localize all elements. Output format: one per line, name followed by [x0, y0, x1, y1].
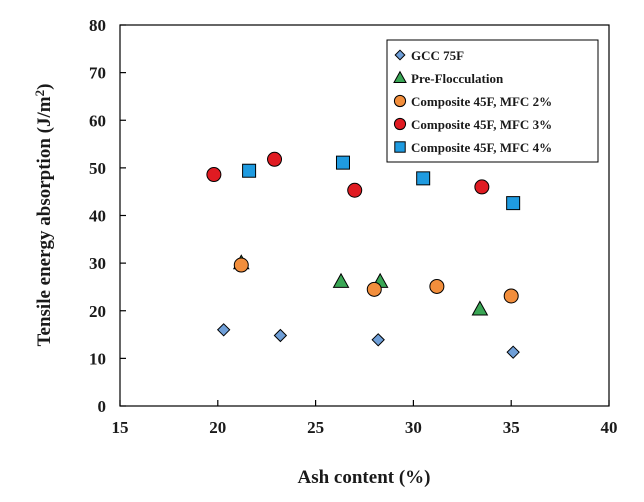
point-gcc-75f	[506, 345, 520, 359]
y-tick-label: 20	[89, 302, 106, 321]
legend-marker	[394, 49, 406, 61]
x-tick-label: 35	[503, 418, 520, 437]
point-composite-45f-mfc-3	[267, 151, 283, 167]
legend: GCC 75F Pre-Flocculation Composite 45F, MF…	[386, 39, 599, 163]
point-pre-flocculation	[471, 300, 489, 316]
data-points	[206, 151, 521, 359]
y-axis-title: Tensile energy absorption (J/m2)	[32, 84, 55, 347]
point-composite-45f-mfc-4	[335, 155, 350, 170]
point-composite-45f-mfc-4	[242, 163, 257, 178]
point-composite-45f-mfc-2	[429, 278, 445, 294]
y-tick-label: 80	[89, 16, 106, 35]
legend-marker	[393, 117, 407, 131]
legend-marker	[393, 70, 407, 83]
x-tick-label: 30	[405, 418, 422, 437]
point-composite-45f-mfc-2	[503, 288, 519, 304]
point-composite-45f-mfc-3	[206, 167, 222, 183]
x-tick-label: 40	[601, 418, 618, 437]
y-tick-label: 60	[89, 111, 106, 130]
point-pre-flocculation	[332, 272, 350, 288]
y-axis: 0 10 20 30 40 50 60 70 80	[89, 16, 126, 416]
y-tick-label: 0	[98, 397, 107, 416]
point-gcc-75f	[371, 333, 385, 347]
y-tick-label: 30	[89, 254, 106, 273]
x-tick-label: 20	[209, 418, 226, 437]
x-axis-title: Ash content (%)	[298, 467, 431, 488]
legend-marker	[394, 141, 406, 153]
point-composite-45f-mfc-2	[366, 281, 382, 297]
point-composite-45f-mfc-4	[416, 171, 431, 186]
y-tick-label: 40	[89, 207, 106, 226]
y-tick-label: 50	[89, 159, 106, 178]
point-composite-45f-mfc-3	[474, 179, 490, 195]
x-tick-label: 15	[112, 418, 129, 437]
legend-marker	[393, 94, 407, 108]
legend-label: GCC 75F	[411, 48, 464, 63]
point-gcc-75f	[273, 328, 288, 343]
x-tick-label: 25	[307, 418, 324, 437]
point-composite-45f-mfc-4	[506, 196, 521, 211]
legend-label: Composite 45F, MFC 2%	[411, 94, 552, 109]
y-tick-label: 70	[89, 64, 106, 83]
legend-label: Composite 45F, MFC 3%	[411, 117, 552, 132]
point-composite-45f-mfc-2	[233, 257, 249, 273]
legend-label: Pre-Flocculation	[411, 71, 504, 86]
point-gcc-75f	[216, 323, 231, 337]
legend-label: Composite 45F, MFC 4%	[411, 140, 552, 155]
x-axis: 15 20 25 30 35 40	[112, 400, 618, 437]
y-tick-label: 10	[89, 349, 106, 368]
point-composite-45f-mfc-3	[347, 182, 363, 198]
